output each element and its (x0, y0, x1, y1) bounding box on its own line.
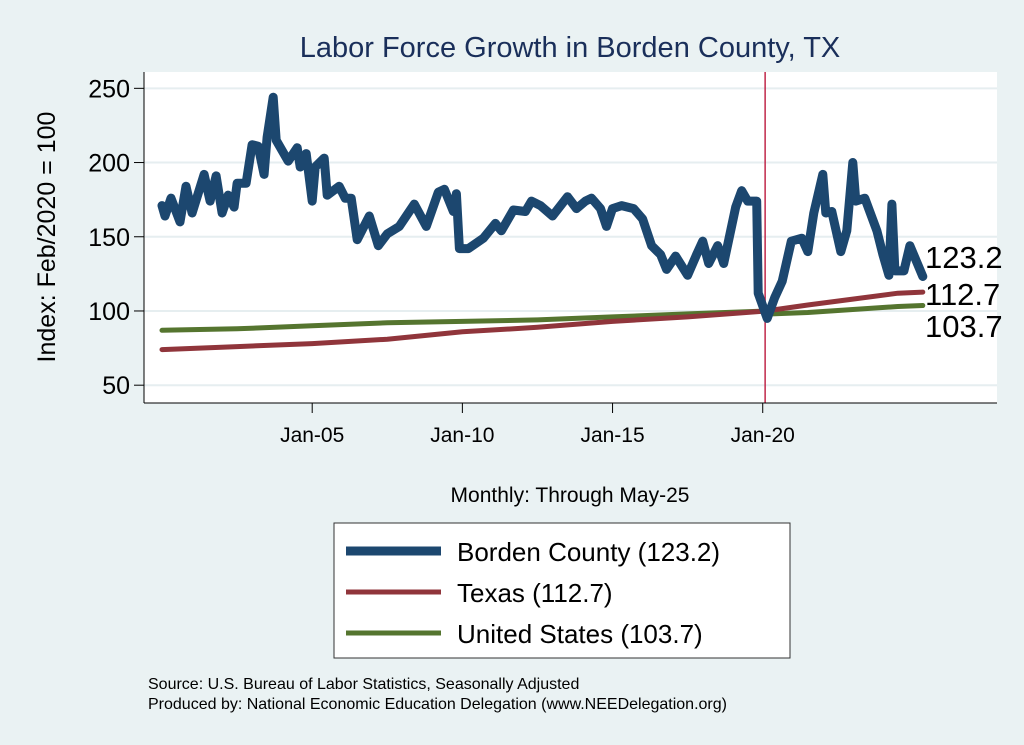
series-line-2 (159, 303, 926, 333)
x-axis-label: Monthly: Through May-25 (451, 484, 690, 507)
x-tick-label: Jan-20 (731, 424, 795, 447)
end-value-label: 112.7 (925, 277, 1000, 312)
produced-by-note: Produced by: National Economic Education… (148, 696, 727, 713)
legend-label: United States (103.7) (457, 619, 703, 649)
y-tick-label: 50 (102, 372, 130, 400)
y-tick-label: 200 (88, 150, 130, 178)
legend-label: Texas (112.7) (457, 578, 613, 608)
legend-label: Borden County (123.2) (457, 537, 720, 567)
series-line-0 (157, 92, 928, 323)
end-value-label: 103.7 (925, 309, 1003, 344)
source-note: Source: U.S. Bureau of Labor Statistics,… (148, 676, 579, 693)
y-tick-label: 250 (88, 75, 130, 103)
legend: Borden County (123.2) Texas (112.7) United… (333, 522, 791, 659)
end-value-label: 123.2 (925, 240, 1003, 275)
y-tick-label: 100 (88, 298, 130, 326)
series-line-1 (159, 289, 926, 353)
x-tick-label: Jan-10 (430, 424, 494, 447)
x-tick-label: Jan-05 (280, 424, 344, 447)
chart-title: Labor Force Growth in Borden County, TX (300, 32, 841, 64)
y-tick-label: 150 (88, 224, 130, 252)
x-tick-label: Jan-15 (580, 424, 644, 447)
y-axis-label: Index: Feb/2020 = 100 (33, 112, 61, 363)
